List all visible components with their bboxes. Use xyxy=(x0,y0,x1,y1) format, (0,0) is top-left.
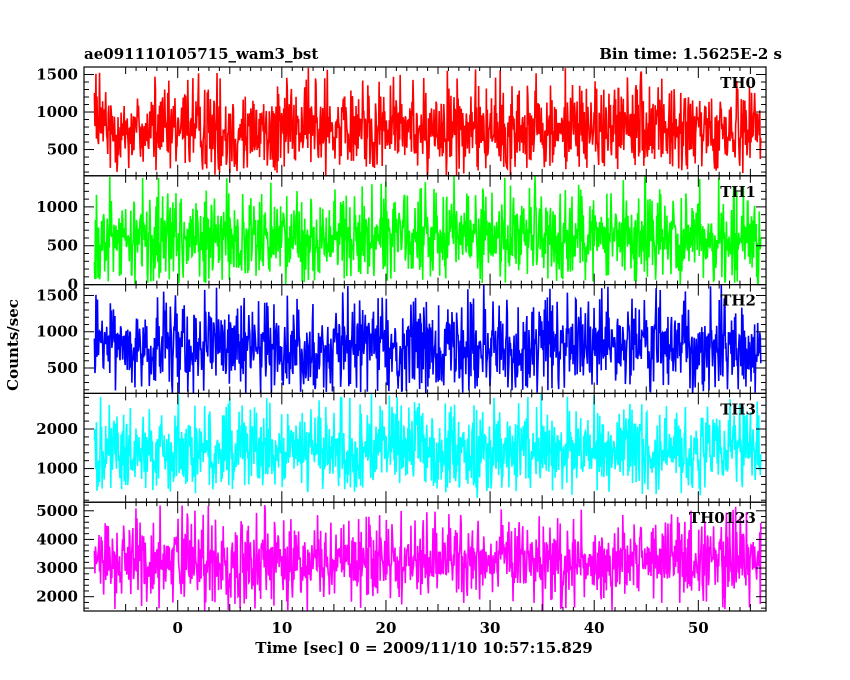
bin-time-label: Bin time: 1.5625E-2 s xyxy=(599,45,782,63)
series-th0123-line xyxy=(93,505,762,611)
y-tick-label: 500 xyxy=(47,237,78,255)
y-tick-label: 2000 xyxy=(36,588,78,606)
chart-title: ae091110105715_wam3_bst xyxy=(84,45,318,63)
y-axis-label: Counts/sec xyxy=(4,299,22,391)
panel-label: TH2 xyxy=(720,292,756,310)
series-th1-line xyxy=(93,175,762,285)
x-tick-label: 10 xyxy=(271,619,292,637)
y-tick-label: 3000 xyxy=(36,559,78,577)
x-tick-label: 40 xyxy=(584,619,605,637)
y-tick-label: 1500 xyxy=(36,286,78,304)
y-tick-label: 1500 xyxy=(36,66,78,84)
x-tick-label: 0 xyxy=(172,619,182,637)
panel-th3: 1000 2000 TH3 xyxy=(36,392,767,503)
x-tick-label: 50 xyxy=(688,619,709,637)
x-tick-label: 30 xyxy=(480,619,501,637)
y-tick-label: 2000 xyxy=(36,420,78,438)
panel-label: TH1 xyxy=(720,183,756,201)
series-th3-line xyxy=(93,393,762,498)
series-th0-line xyxy=(93,67,762,176)
panel-th1: 0 500 1000 TH1 xyxy=(36,175,767,294)
y-tick-label: 1000 xyxy=(36,323,78,341)
y-tick-label: 0 xyxy=(68,276,78,294)
y-tick-label: 500 xyxy=(47,359,78,377)
y-tick-label: 5000 xyxy=(36,502,78,520)
panel-label: TH0 xyxy=(720,74,756,92)
x-tick-label: 20 xyxy=(376,619,397,637)
panel-th0: 500 1000 1500 TH0 xyxy=(36,66,767,177)
panel-th0123: 2000 3000 4000 5000 TH0123 xyxy=(36,501,767,612)
series-th2-line xyxy=(93,285,762,394)
y-tick-label: 1000 xyxy=(36,103,78,121)
panel-label: TH0123 xyxy=(689,509,756,527)
y-tick-label: 1000 xyxy=(36,198,78,216)
y-tick-label: 500 xyxy=(47,141,78,159)
y-tick-label: 4000 xyxy=(36,530,78,548)
x-axis-label: Time [sec] 0 = 2009/11/10 10:57:15.829 xyxy=(255,639,592,657)
panel-label: TH3 xyxy=(720,400,756,418)
panel-th2: 500 1000 1500 TH2 xyxy=(36,284,767,395)
y-tick-label: 1000 xyxy=(36,460,78,478)
